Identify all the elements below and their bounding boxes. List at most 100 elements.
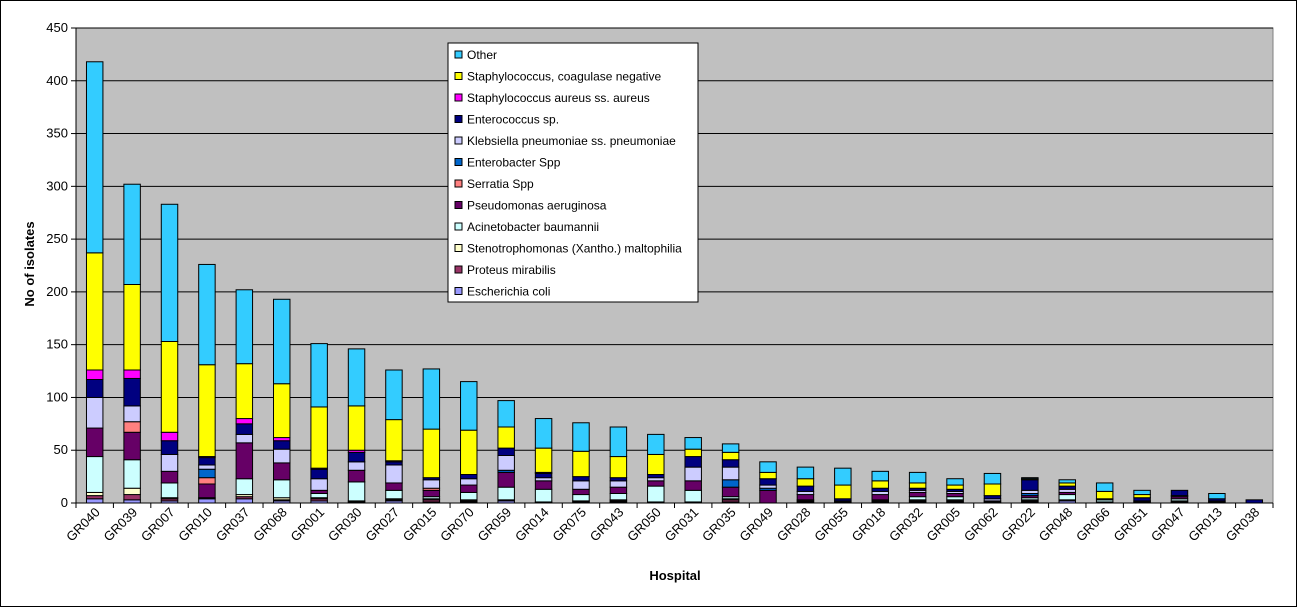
bar-segment [796, 466, 815, 480]
bar-segment [347, 469, 366, 483]
bar-segment [946, 478, 964, 486]
y-tick-label: 0 [61, 495, 68, 510]
bar-segment [85, 427, 104, 458]
bar-segment [310, 468, 328, 480]
bar-segment [310, 343, 328, 408]
bar-segment [721, 486, 740, 498]
legend-label: Klebsiella pneumoniae ss. pneumoniae [467, 134, 676, 148]
y-tick-label: 50 [54, 442, 68, 457]
bar-segment [460, 484, 478, 493]
bar-segment [160, 470, 179, 484]
bar-segment [609, 480, 628, 488]
bar-segment [460, 491, 478, 501]
bar-segment [609, 456, 628, 479]
bar-segment [908, 471, 927, 484]
bar-segment [198, 457, 216, 466]
bar-segment [684, 466, 702, 482]
bar-segment [684, 489, 702, 503]
bar-segment [160, 341, 179, 433]
bar-segment [796, 494, 815, 501]
bar-segment [572, 494, 590, 502]
bar-segment [123, 284, 141, 371]
bar-segment [796, 478, 815, 487]
bar-segment [123, 487, 141, 496]
bar-segment [160, 453, 179, 472]
bar-segment [497, 426, 515, 449]
bar-segment [123, 183, 141, 286]
legend-swatch [454, 158, 463, 166]
bar-segment [1021, 479, 1039, 491]
bar-segment [572, 422, 590, 452]
bar-segment [721, 451, 740, 461]
bar-segment [647, 453, 665, 476]
legend-swatch [454, 136, 463, 145]
bar-segment [609, 493, 628, 501]
legend-swatch [454, 222, 463, 231]
bar-segment [85, 498, 104, 504]
bar-segment [647, 480, 665, 487]
bar-segment [759, 461, 777, 473]
bar-segment [273, 479, 291, 499]
y-tick-label: 150 [46, 337, 68, 352]
bar-segment [422, 368, 441, 430]
bar-segment [759, 489, 777, 504]
bar-segment [908, 491, 927, 498]
bar-segment [123, 377, 141, 407]
legend-label: Staphylococcus aureus ss. aureus [467, 91, 650, 105]
legend-label: Escherichia coli [467, 285, 550, 299]
bar-segment [347, 481, 366, 502]
bar-segment [235, 478, 254, 496]
bar-segment [273, 440, 291, 450]
legend-swatch [454, 115, 463, 123]
bar-segment [460, 478, 478, 486]
bar-segment [796, 485, 815, 492]
y-tick-label: 400 [46, 73, 68, 88]
legend-swatch [454, 287, 463, 295]
bar-segment [198, 483, 216, 499]
bar-segment [834, 467, 852, 486]
bar-segment [1021, 477, 1039, 480]
bar-segment [198, 263, 216, 366]
bar-segment [160, 482, 179, 499]
bar-segment [385, 464, 403, 484]
y-axis: 0 50 100 150 200 250 300 350 400 450 [46, 20, 77, 510]
bar-segment [460, 381, 478, 431]
bar-segment [759, 471, 777, 480]
bar-segment [534, 447, 553, 473]
bar-segment [198, 468, 216, 479]
legend-label: Enterobacter Spp [467, 156, 561, 170]
y-tick-label: 350 [46, 126, 68, 141]
bar-segment [273, 462, 291, 481]
bar-segment [721, 443, 740, 453]
bar-segment [385, 489, 403, 500]
bar-segment [422, 428, 441, 479]
legend-label: Stenotrophomonas (Xantho.) maltophilia [467, 242, 682, 256]
legend-label: Serratia Spp [467, 177, 534, 191]
bar-segment [85, 369, 104, 380]
bar-segment [908, 482, 927, 489]
bar-segment [273, 448, 291, 464]
bar-segment [534, 472, 553, 479]
bar-segment [1058, 479, 1076, 484]
bar-segment [497, 486, 515, 501]
bar-segment [235, 442, 254, 480]
bar-segment [1058, 494, 1076, 501]
bar-segment [123, 369, 141, 379]
bar-segment [534, 488, 553, 503]
bar-segment [534, 480, 553, 490]
bar-segment [721, 466, 740, 481]
bar-segment [235, 498, 254, 504]
bar-segment [235, 423, 254, 435]
bar-segment [385, 482, 403, 491]
bar-segment [235, 418, 254, 425]
bar-segment [684, 480, 702, 491]
bar-segment [1095, 482, 1114, 492]
bar-segment [497, 455, 515, 471]
bar-segment [85, 379, 104, 398]
bar-segment [85, 61, 104, 254]
bar-segment [572, 476, 590, 482]
bar-segment [721, 479, 740, 488]
bar-segment [235, 363, 254, 420]
bar-segment [385, 419, 403, 462]
